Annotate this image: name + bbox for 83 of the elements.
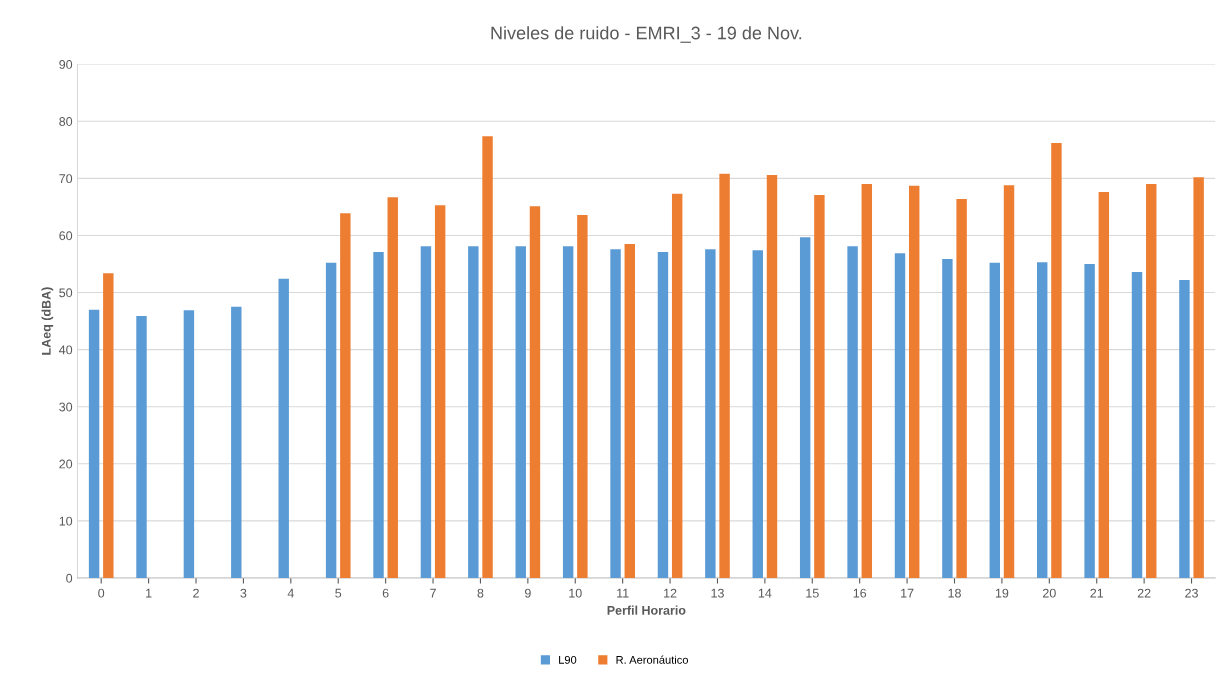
x-tick-label: 18 bbox=[948, 588, 961, 598]
bar bbox=[894, 253, 906, 578]
bar bbox=[515, 246, 526, 578]
bar bbox=[610, 249, 621, 578]
bar bbox=[1146, 184, 1157, 578]
x-tick-label: 0 bbox=[98, 588, 105, 598]
x-tick-label: 19 bbox=[995, 588, 1009, 598]
bar bbox=[325, 262, 337, 578]
x-tick-label: 16 bbox=[853, 588, 867, 598]
bar bbox=[942, 258, 953, 578]
bar bbox=[624, 244, 635, 578]
y-tick-label: 50 bbox=[59, 288, 73, 298]
x-tick-label: 20 bbox=[1043, 588, 1056, 598]
bar bbox=[1051, 143, 1062, 578]
bar bbox=[340, 213, 351, 578]
bar bbox=[1131, 272, 1143, 578]
bar bbox=[861, 184, 873, 578]
bar bbox=[1084, 264, 1095, 578]
bar bbox=[562, 246, 574, 578]
x-tick-label: 21 bbox=[1090, 588, 1104, 598]
bar bbox=[799, 237, 811, 578]
bar bbox=[814, 194, 825, 578]
x-tick-label: 9 bbox=[524, 588, 531, 598]
bar bbox=[103, 273, 114, 578]
x-tick-label: 10 bbox=[569, 588, 582, 598]
legend-label: R. Aeronáutico bbox=[616, 655, 689, 664]
y-tick-label: 10 bbox=[59, 516, 73, 526]
y-tick-label: 40 bbox=[59, 345, 73, 355]
bar bbox=[671, 193, 683, 578]
y-tick-label: 30 bbox=[59, 402, 73, 412]
bar bbox=[847, 246, 858, 578]
bar bbox=[956, 198, 967, 578]
x-tick-label: 7 bbox=[430, 588, 436, 598]
bar bbox=[529, 206, 541, 578]
legend-label: L90 bbox=[559, 655, 577, 664]
bar bbox=[183, 310, 195, 578]
y-tick-label: 20 bbox=[59, 459, 73, 469]
x-axis-title: Perfil Horario bbox=[607, 605, 686, 615]
bar bbox=[705, 249, 716, 578]
x-tick-label: 23 bbox=[1185, 588, 1198, 598]
bar bbox=[373, 252, 384, 578]
bar bbox=[766, 174, 778, 578]
bar bbox=[719, 173, 730, 578]
bar bbox=[231, 306, 242, 578]
y-tick-label: 0 bbox=[66, 573, 73, 583]
y-tick-label: 70 bbox=[59, 174, 73, 184]
y-axis-title: LAeq (dBA) bbox=[41, 287, 54, 355]
x-tick-label: 22 bbox=[1137, 588, 1151, 598]
x-tick-label: 8 bbox=[477, 588, 484, 598]
x-tick-label: 2 bbox=[193, 588, 199, 598]
bar bbox=[1098, 192, 1110, 578]
y-tick-label: 80 bbox=[59, 117, 73, 126]
bar bbox=[1036, 262, 1048, 578]
y-tick-label: 90 bbox=[59, 60, 73, 69]
bar bbox=[989, 262, 1001, 578]
bar bbox=[657, 252, 669, 578]
bar bbox=[577, 214, 588, 578]
x-tick-label: 13 bbox=[711, 588, 724, 598]
bar bbox=[420, 246, 432, 578]
bar bbox=[278, 278, 289, 578]
x-tick-label: 5 bbox=[335, 588, 342, 598]
bar bbox=[1003, 185, 1015, 578]
x-tick-label: 4 bbox=[287, 588, 294, 598]
x-tick-label: 14 bbox=[758, 588, 772, 598]
bar bbox=[909, 185, 920, 578]
bar bbox=[387, 197, 398, 578]
bar bbox=[434, 205, 446, 578]
bar bbox=[752, 250, 763, 578]
x-tick-label: 6 bbox=[382, 588, 389, 598]
x-tick-label: 12 bbox=[664, 588, 677, 598]
bar bbox=[1193, 177, 1204, 578]
bar bbox=[468, 246, 479, 578]
x-tick-label: 17 bbox=[901, 588, 914, 598]
x-tick-label: 11 bbox=[617, 588, 629, 598]
bar bbox=[88, 309, 100, 578]
bar bbox=[1179, 280, 1190, 578]
x-tick-label: 1 bbox=[146, 588, 152, 598]
x-tick-label: 15 bbox=[806, 588, 819, 598]
chart-title: Niveles de ruido - EMRI_3 - 19 de Nov. bbox=[491, 26, 802, 43]
x-tick-label: 3 bbox=[240, 588, 247, 598]
bar bbox=[482, 136, 493, 578]
y-tick-label: 60 bbox=[59, 231, 73, 241]
bar bbox=[136, 315, 147, 578]
